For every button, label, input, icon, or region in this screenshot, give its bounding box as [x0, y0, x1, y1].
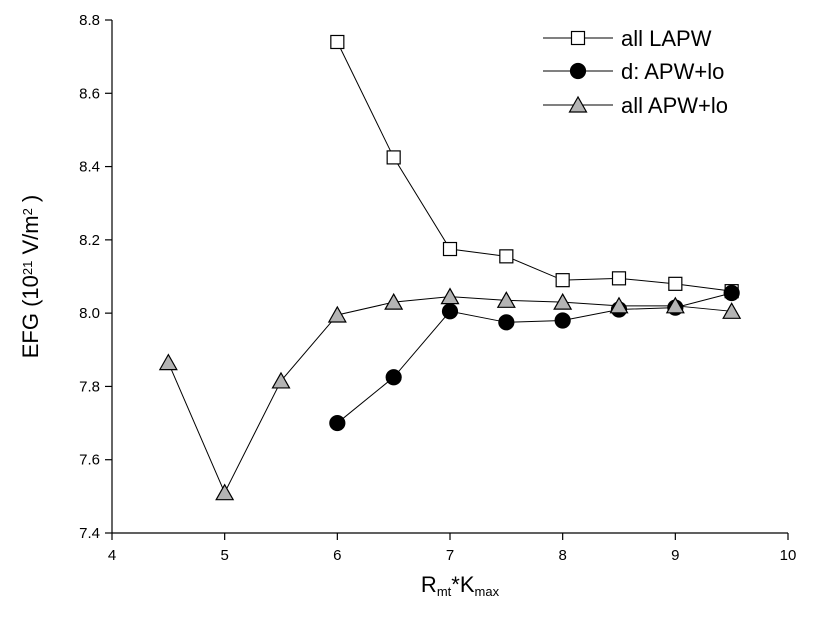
y-tick-label: 8.0	[79, 305, 100, 322]
data-point	[722, 302, 742, 319]
y-tick-label: 8.8	[79, 12, 100, 29]
data-point	[327, 305, 347, 323]
data-point	[215, 483, 235, 501]
legend: all LAPW d: APW+lo all APW+lo	[543, 26, 728, 118]
x-tick-label: 9	[671, 547, 679, 564]
legend-entry: d: APW+lo	[543, 59, 724, 84]
data-point	[496, 291, 516, 308]
legend-entry: all LAPW	[543, 26, 712, 51]
x-axis-title: Rmt*Kmax	[421, 572, 500, 599]
x-tick-label: 8	[558, 547, 566, 564]
data-point	[440, 287, 460, 305]
data-point	[499, 249, 514, 264]
data-point	[441, 303, 459, 320]
x-tick-label: 7	[446, 547, 454, 564]
legend-marker	[568, 95, 588, 113]
legend-entry: all APW+lo	[543, 93, 728, 118]
data-point	[554, 312, 571, 329]
y-tick-label: 7.4	[79, 525, 100, 542]
legend-label: d: APW+lo	[621, 59, 724, 84]
x-tick-label: 4	[108, 547, 116, 564]
data-point	[668, 276, 683, 291]
series-line	[336, 41, 732, 292]
series-all-apw-lo	[158, 287, 742, 501]
legend-label: all APW+lo	[621, 93, 728, 118]
x-tick-label: 6	[333, 547, 341, 564]
y-tick-label: 8.6	[79, 85, 100, 102]
data-point	[609, 296, 629, 314]
y-tick-label: 7.8	[79, 378, 100, 395]
data-point	[385, 369, 402, 386]
data-point	[442, 241, 458, 257]
data-point	[611, 271, 627, 286]
y-axis-title: EFG (1021 V/m2 )	[18, 195, 43, 359]
data-point	[555, 273, 570, 288]
legend-label: all LAPW	[621, 26, 712, 51]
x-axis-title-part: *K	[451, 572, 475, 597]
y-tick-label: 8.4	[79, 159, 100, 176]
y-axis-title-part: )	[18, 195, 43, 208]
legend-marker	[569, 62, 587, 80]
data-point	[665, 296, 685, 314]
series-group	[158, 34, 742, 501]
axis-titles: Rmt*Kmax EFG (1021 V/m2 )	[18, 195, 500, 599]
x-tick-label: 10	[780, 547, 797, 564]
series-d-apw-lo	[329, 284, 740, 432]
y-axis-title-part: 21	[20, 261, 35, 275]
data-point	[386, 150, 401, 165]
data-point	[498, 314, 515, 331]
series-line	[167, 296, 732, 494]
y-axis-title-part: V/m	[18, 215, 43, 260]
data-point	[271, 371, 291, 389]
legend-marker	[570, 30, 586, 46]
axes: 4 5 6 7 8 9 10 7.4 7.6 7.8 8.0 8.2 8.4 8.6 8.8	[79, 12, 796, 564]
y-tick-label: 7.6	[79, 452, 100, 469]
x-tick-label: 5	[220, 547, 228, 564]
series-line	[337, 292, 732, 424]
y-axis-title-part: 2	[20, 208, 35, 215]
x-axis-title-part: R	[421, 572, 437, 597]
data-point	[553, 292, 573, 310]
data-point	[330, 34, 345, 50]
x-axis-title-part: mt	[437, 584, 452, 599]
data-point	[384, 292, 404, 310]
y-tick-label: 8.2	[79, 232, 100, 249]
x-axis-title-part: max	[475, 584, 500, 599]
data-point	[329, 414, 346, 432]
data-point	[723, 284, 740, 302]
y-axis-title-part: EFG (10	[18, 275, 43, 358]
data-point	[158, 353, 178, 371]
